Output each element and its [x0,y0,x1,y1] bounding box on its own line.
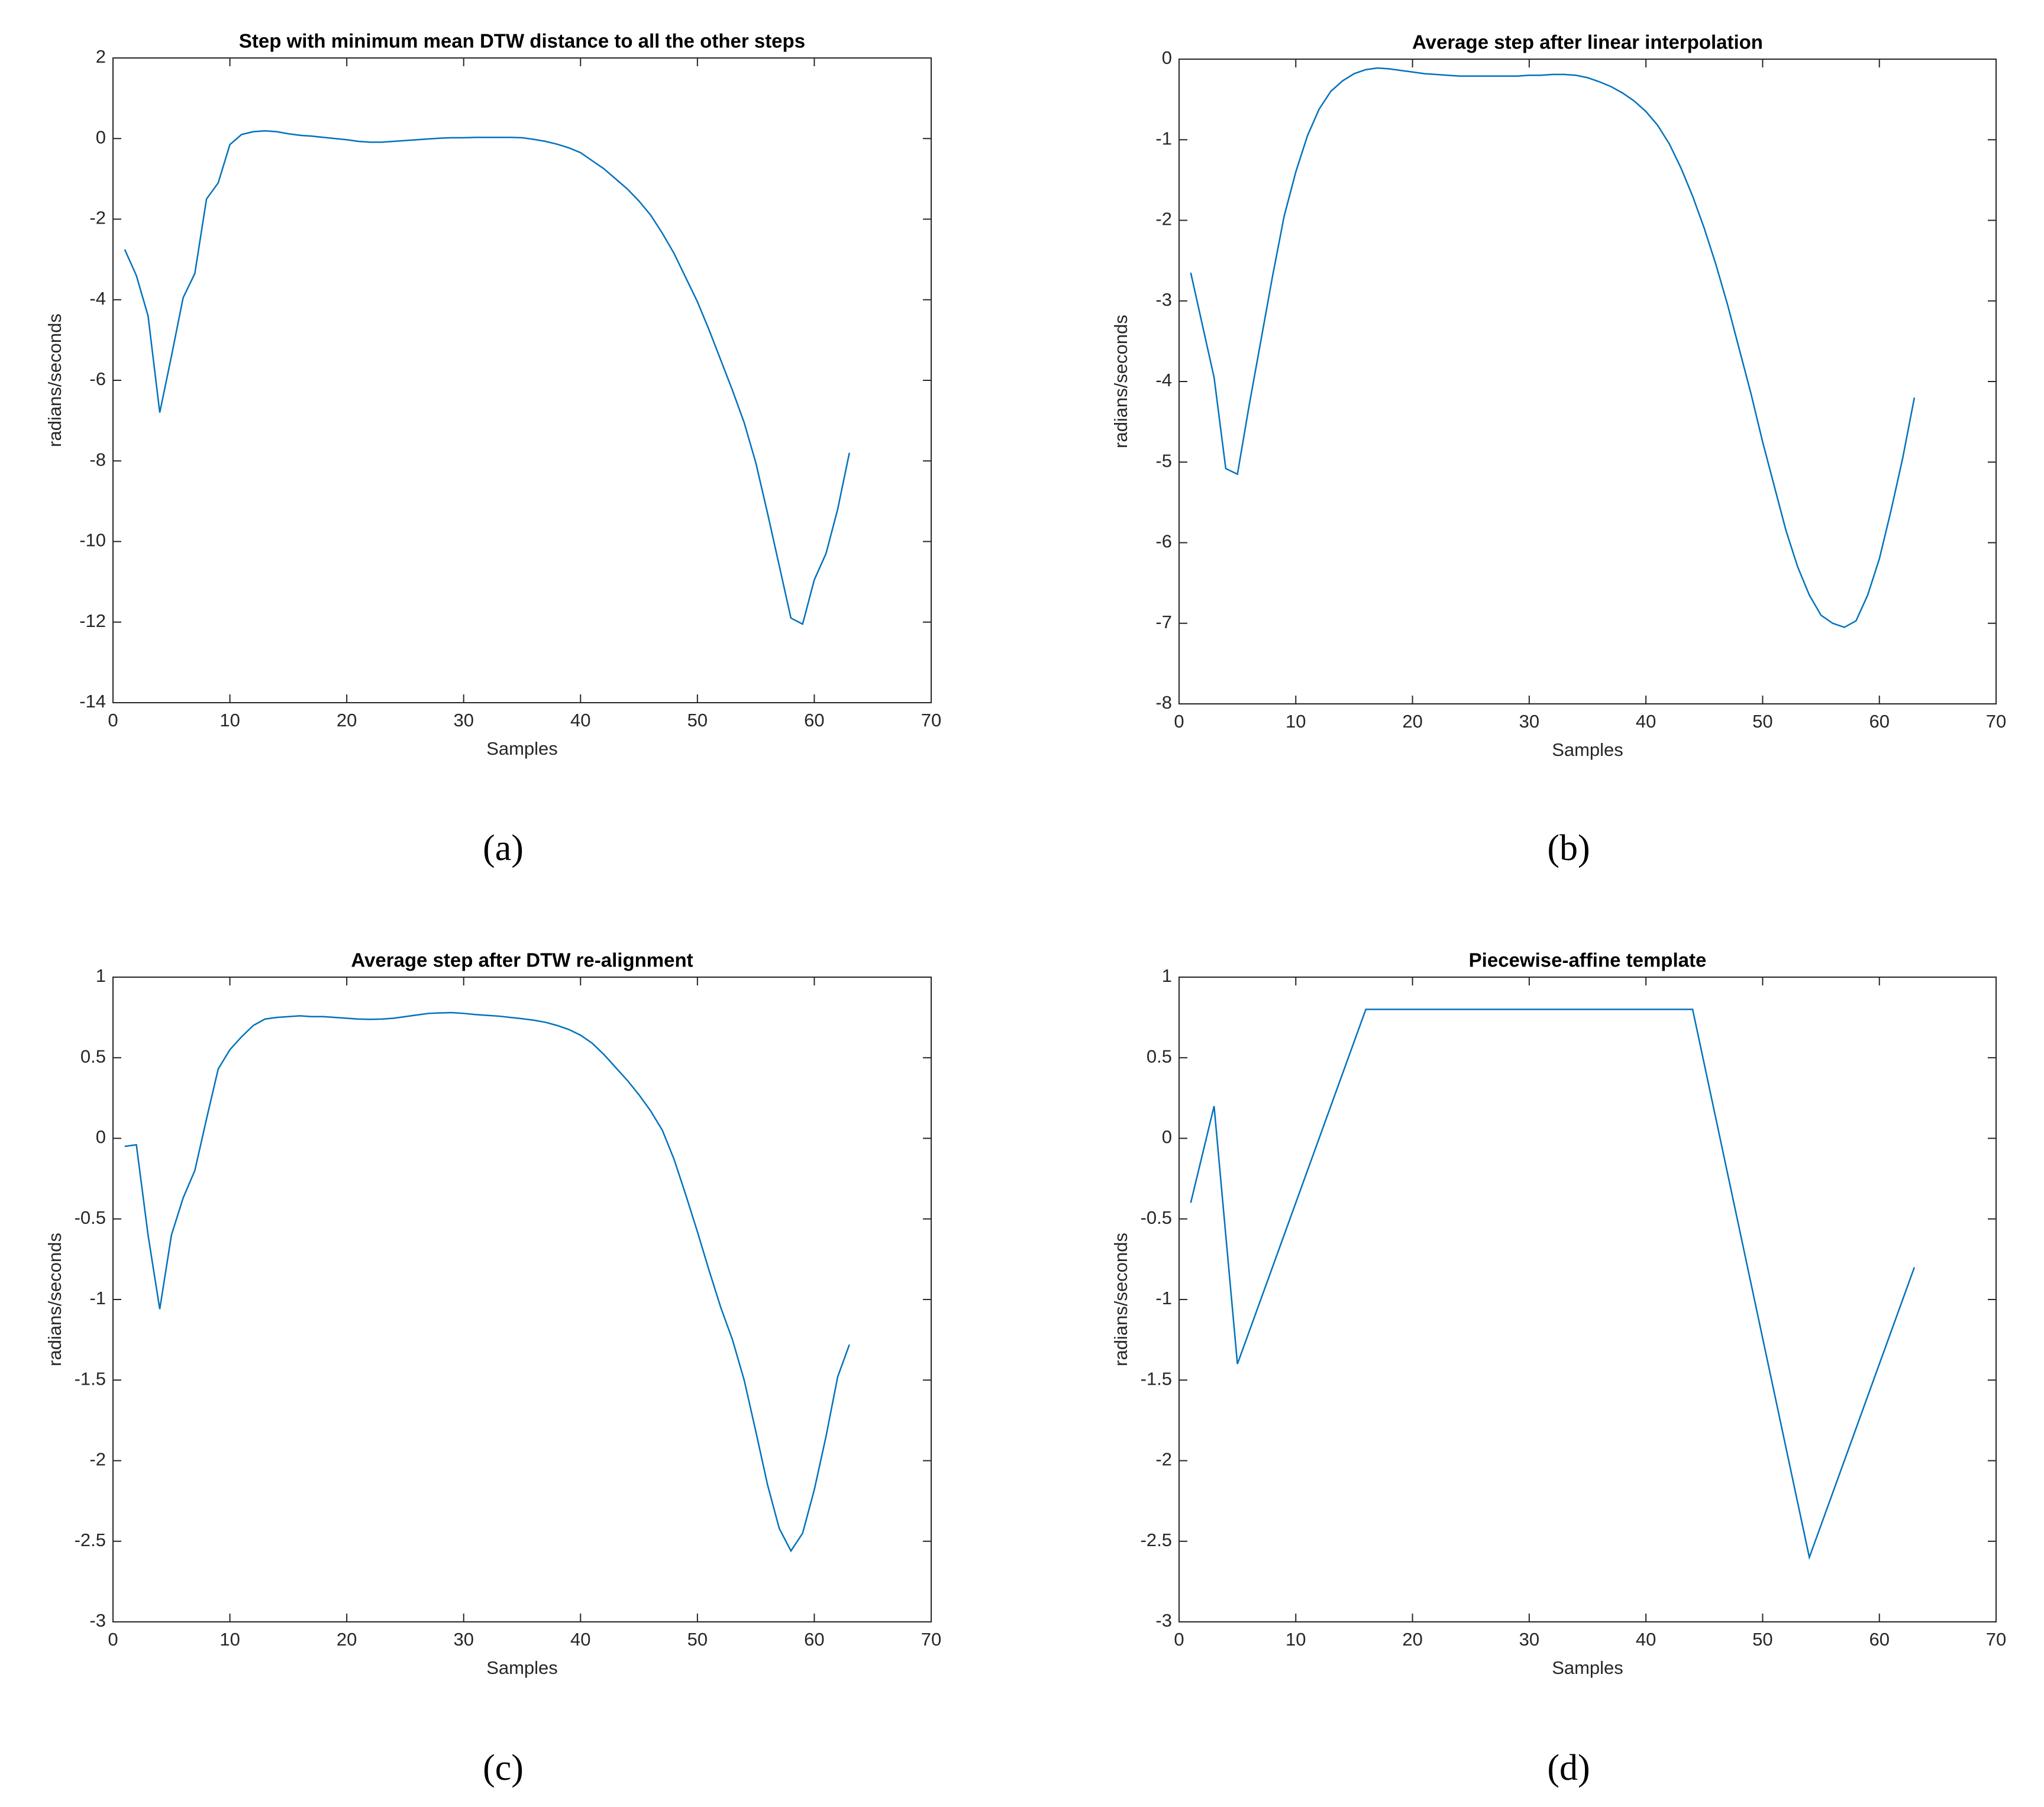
y-tick-label: 1 [1162,965,1172,986]
y-tick-label: -12 [79,610,106,631]
plot-area [1179,977,1996,1622]
y-tick-label: 0.5 [1147,1046,1172,1066]
x-tick-label: 0 [108,1629,118,1650]
axes-box [112,57,932,703]
y-tick-label: -2 [1155,1449,1172,1470]
x-tick-label: 30 [453,1629,473,1650]
chart-title: Step with minimum mean DTW distance to a… [239,30,805,52]
y-tick-label: 2 [96,46,106,67]
x-tick-label: 0 [1174,711,1184,732]
x-tick-label: 40 [570,710,590,730]
chart-title: Piecewise-affine template [1469,949,1707,971]
x-tick-label: 50 [1752,1629,1772,1650]
chart-title: Average step after linear interpolation [1412,31,1763,53]
y-tick-label: -4 [1155,370,1172,390]
chart-title: Average step after DTW re-alignment [351,949,693,971]
y-tick-label: -1.5 [75,1368,106,1389]
x-axis-label: Samples [1552,739,1623,760]
y-tick-label: -3 [1155,1610,1172,1631]
y-tick-label: -4 [89,288,106,309]
x-tick-label: 40 [1636,1629,1656,1650]
caption: (b) [1547,828,1590,868]
y-tick-label: -1 [1155,128,1172,148]
y-axis-label: radians/seconds [44,1233,65,1366]
caption: (a) [483,828,524,868]
caption: (c) [483,1748,524,1788]
y-tick-label: 0 [1162,47,1172,68]
y-tick-label: -2 [1155,209,1172,229]
x-tick-label: 60 [1869,1629,1889,1650]
x-tick-label: 0 [108,710,118,730]
x-tick-label: 70 [1986,711,2006,732]
x-tick-label: 30 [1519,711,1539,732]
x-axis-label: Samples [486,738,558,759]
y-tick-label: 1 [96,965,106,986]
y-tick-label: -1 [1155,1288,1172,1308]
y-tick-label: -3 [1155,289,1172,310]
y-axis-label: radians/seconds [1110,315,1131,448]
y-tick-label: 0.5 [80,1046,106,1066]
y-tick-label: -10 [79,530,106,551]
y-tick-label: -3 [89,1610,106,1631]
x-tick-label: 70 [1986,1629,2006,1650]
data-line [1190,1008,1916,1560]
data-line [124,130,850,625]
x-tick-label: 50 [687,710,708,730]
y-tick-label: -2.5 [1141,1530,1172,1550]
y-tick-label: -7 [1155,612,1172,632]
axes-box [1178,59,1997,704]
y-tick-label: 0 [96,1127,106,1147]
plot-area [1179,59,1996,704]
x-tick-label: 60 [804,710,824,730]
y-tick-label: 0 [1162,1127,1172,1147]
x-tick-label: 30 [1519,1629,1539,1650]
x-tick-label: 20 [337,1629,357,1650]
y-tick-label: -0.5 [1141,1207,1172,1228]
plot-area [113,977,931,1622]
axes-box [112,977,932,1622]
y-tick-label: -14 [79,691,106,712]
x-tick-label: 40 [570,1629,590,1650]
y-tick-label: -1.5 [1141,1368,1172,1389]
y-tick-label: -8 [89,449,106,470]
y-tick-label: 0 [96,127,106,147]
x-tick-label: 0 [1174,1629,1184,1650]
x-tick-label: 20 [337,710,357,730]
x-tick-label: 10 [219,710,240,730]
y-tick-label: -2 [89,1449,106,1470]
x-tick-label: 70 [921,1629,941,1650]
y-tick-label: -2 [89,208,106,228]
x-tick-label: 10 [1286,1629,1306,1650]
x-tick-label: 70 [921,710,941,730]
x-axis-label: Samples [486,1657,558,1678]
x-axis-label: Samples [1552,1657,1623,1678]
y-axis-label: radians/seconds [1110,1233,1131,1366]
x-tick-label: 60 [1869,711,1889,732]
x-tick-label: 50 [687,1629,708,1650]
x-tick-label: 30 [453,710,473,730]
axes-box [1178,977,1997,1622]
y-tick-label: -2.5 [75,1530,106,1550]
x-tick-label: 20 [1402,711,1422,732]
y-tick-label: -1 [89,1288,106,1308]
x-tick-label: 50 [1752,711,1772,732]
y-tick-label: -0.5 [75,1207,106,1228]
y-tick-label: -5 [1155,450,1172,471]
plot-area [113,58,931,703]
x-tick-label: 20 [1402,1629,1422,1650]
y-axis-label: radians/seconds [44,313,65,447]
data-line [124,1011,850,1553]
x-tick-label: 10 [1286,711,1306,732]
x-tick-label: 60 [804,1629,824,1650]
y-tick-label: -6 [89,368,106,389]
x-tick-label: 40 [1636,711,1656,732]
caption: (d) [1547,1748,1590,1788]
y-tick-label: -6 [1155,531,1172,552]
y-tick-label: -8 [1155,692,1172,713]
data-line [1190,67,1916,628]
x-tick-label: 10 [219,1629,240,1650]
